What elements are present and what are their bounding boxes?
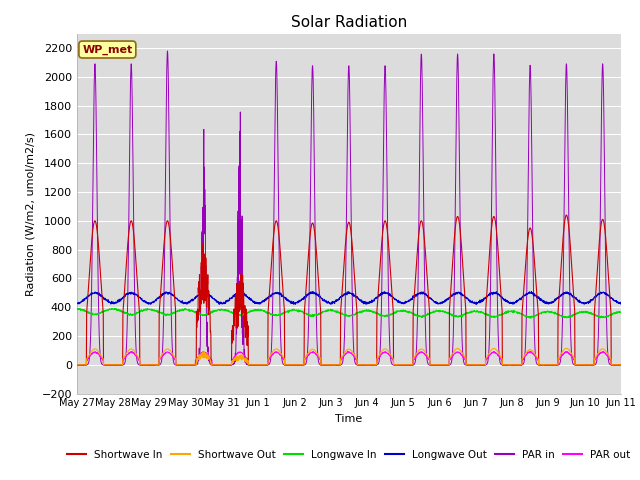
Line: Shortwave In: Shortwave In (77, 215, 621, 365)
Longwave Out (508, 300, 515, 306)
Shortwave Out (73, 362, 81, 368)
PAR out (225, 362, 232, 368)
PAR in (376, 342, 384, 348)
Longwave In (570, 312, 577, 317)
Shortwave In (507, 362, 515, 368)
Longwave In (225, 308, 232, 313)
PAR out (73, 362, 81, 368)
Longwave In (617, 310, 625, 315)
PAR out (570, 356, 577, 362)
PAR out (508, 362, 515, 368)
PAR out (467, 362, 475, 368)
Shortwave Out (563, 346, 570, 351)
PAR out (344, 348, 352, 354)
Line: Shortwave Out: Shortwave Out (77, 348, 621, 365)
Line: PAR in: PAR in (77, 51, 621, 365)
Shortwave In (365, 362, 372, 368)
Longwave In (507, 309, 515, 314)
Shortwave Out (365, 362, 372, 368)
Longwave In (527, 315, 534, 321)
Longwave In (365, 308, 372, 313)
Longwave Out (472, 301, 480, 307)
Longwave Out (617, 300, 625, 305)
PAR in (507, 362, 515, 368)
Longwave Out (376, 292, 384, 298)
Longwave In (376, 312, 384, 318)
Y-axis label: Radiation (W/m2, umol/m2/s): Radiation (W/m2, umol/m2/s) (26, 132, 36, 296)
Shortwave Out (617, 362, 625, 368)
Longwave In (73, 306, 81, 312)
Longwave Out (73, 300, 81, 306)
Shortwave In (563, 212, 570, 218)
Shortwave In (569, 282, 577, 288)
PAR out (584, 362, 592, 368)
PAR in (73, 362, 81, 368)
Shortwave Out (507, 362, 515, 368)
Shortwave Out (584, 362, 592, 368)
PAR in (584, 362, 592, 368)
Line: Longwave Out: Longwave Out (77, 291, 621, 304)
Longwave Out (584, 300, 592, 306)
PAR in (164, 48, 172, 54)
PAR out (376, 353, 384, 359)
Shortwave Out (225, 362, 232, 368)
Longwave Out (570, 294, 577, 300)
PAR in (365, 362, 372, 368)
Legend: Shortwave In, Shortwave Out, Longwave In, Longwave Out, PAR in, PAR out: Shortwave In, Shortwave Out, Longwave In… (63, 445, 635, 464)
Shortwave In (73, 362, 81, 368)
Line: Longwave In: Longwave In (77, 308, 621, 318)
PAR in (225, 362, 232, 368)
PAR in (569, 360, 577, 366)
Shortwave In (584, 362, 592, 368)
Longwave Out (225, 298, 232, 303)
PAR out (365, 362, 372, 368)
Line: PAR out: PAR out (77, 351, 621, 365)
Longwave Out (365, 300, 372, 306)
Longwave In (108, 305, 116, 311)
Shortwave Out (569, 353, 577, 359)
Shortwave In (376, 261, 384, 267)
Longwave Out (202, 288, 210, 294)
PAR out (617, 362, 625, 368)
PAR in (617, 362, 625, 368)
Title: Solar Radiation: Solar Radiation (291, 15, 407, 30)
Shortwave In (617, 362, 625, 368)
X-axis label: Time: Time (335, 414, 362, 424)
Shortwave Out (376, 351, 384, 357)
Text: WP_met: WP_met (82, 44, 132, 55)
Longwave In (584, 310, 592, 316)
Shortwave In (225, 362, 232, 368)
